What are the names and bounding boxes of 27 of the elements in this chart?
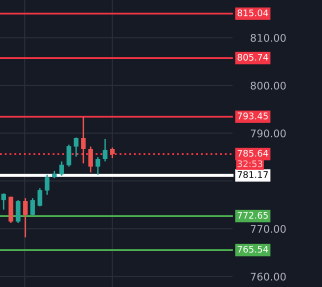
y-tick-label: 790.00 [250,129,286,138]
candlestick [16,199,20,224]
y-tick-label: 800.00 [250,82,286,90]
ref-line-label: 785.64 [238,150,268,157]
ref-line-label: 772.65 [238,212,268,219]
ref-line-label: 793.45 [238,112,268,120]
candlestick [38,187,42,207]
candlestick [30,197,35,217]
y-tick-label: 760.00 [250,272,286,281]
ref-line-label: 815.04 [238,9,268,16]
ref-line-label: 781.17 [238,171,268,178]
candlestick [110,146,115,159]
candlestick [1,192,6,210]
candlestick [102,138,108,162]
candlestick [88,146,93,174]
candlestick [23,197,28,238]
candlestick [66,144,72,168]
text: 32:53 [238,160,262,168]
y-tick-label: 770.00 [250,224,286,233]
ref-line-label: 805.74 [238,54,268,61]
candlestick [44,174,50,196]
ref-line-label: 765.54 [238,246,268,253]
candlestick [59,160,64,176]
candlestick [96,156,100,176]
candlestick [74,136,78,158]
candlestick [81,116,86,164]
y-tick-label: 810.00 [250,34,286,42]
